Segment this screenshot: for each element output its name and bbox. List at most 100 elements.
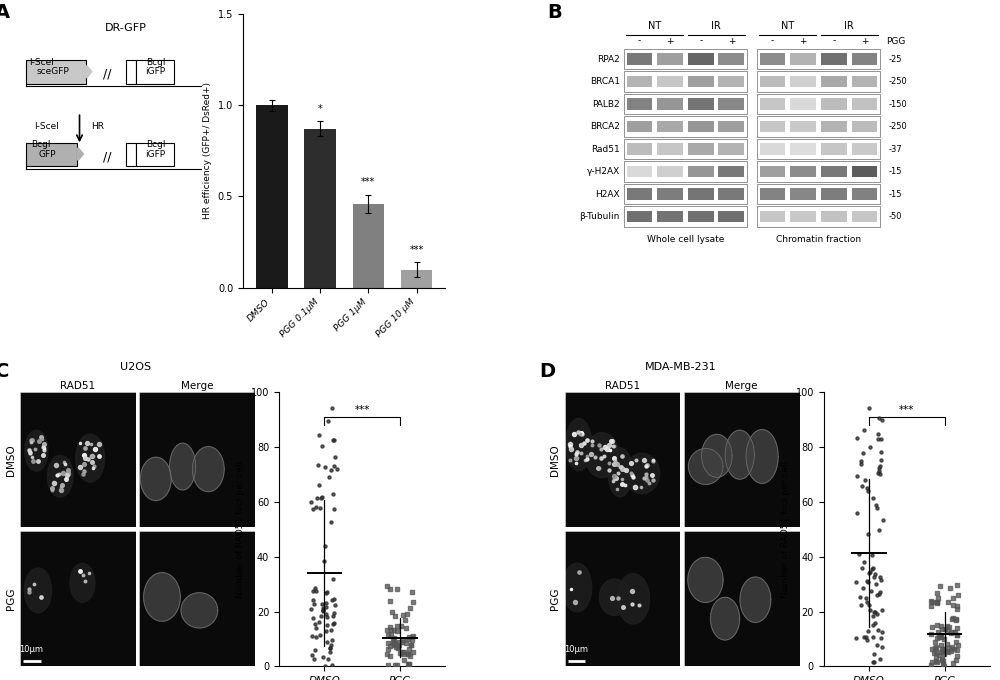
Text: GFP: GFP xyxy=(39,150,56,158)
Point xyxy=(312,629,328,640)
Point xyxy=(929,656,945,667)
Bar xyxy=(627,211,652,222)
Point xyxy=(308,502,324,513)
Point xyxy=(385,636,401,647)
Polygon shape xyxy=(585,432,619,477)
Point xyxy=(305,613,321,624)
Point xyxy=(307,583,323,594)
Bar xyxy=(852,211,877,222)
Point xyxy=(949,651,965,662)
Point xyxy=(322,643,338,653)
Point xyxy=(318,602,334,613)
Point xyxy=(872,571,888,582)
Point xyxy=(865,632,881,643)
Text: 10μm: 10μm xyxy=(564,645,588,654)
Point xyxy=(943,628,959,639)
Point xyxy=(948,654,964,665)
Bar xyxy=(760,99,785,110)
Bar xyxy=(821,166,847,177)
Bar xyxy=(790,121,816,133)
Point xyxy=(404,587,420,598)
Bar xyxy=(821,53,847,65)
Bar xyxy=(657,211,683,222)
Polygon shape xyxy=(617,574,650,624)
Polygon shape xyxy=(624,454,660,494)
Bar xyxy=(852,99,877,110)
Point xyxy=(873,455,889,466)
Bar xyxy=(304,129,336,288)
Bar xyxy=(624,139,747,159)
Point xyxy=(936,660,952,671)
Point xyxy=(929,632,945,643)
Point xyxy=(934,654,950,665)
Text: IR: IR xyxy=(711,22,721,31)
Point xyxy=(322,647,338,658)
Bar xyxy=(624,94,747,114)
Point xyxy=(306,653,322,664)
Point xyxy=(305,503,321,514)
Point xyxy=(848,632,864,643)
Point xyxy=(949,623,965,634)
Point xyxy=(329,464,345,475)
Point xyxy=(874,415,890,426)
Text: -: - xyxy=(638,37,641,46)
Y-axis label: PGG: PGG xyxy=(550,588,560,610)
Point xyxy=(933,647,949,658)
Point xyxy=(940,596,956,607)
Bar xyxy=(627,143,652,155)
Point xyxy=(872,461,888,472)
Bar xyxy=(790,143,816,155)
Point xyxy=(325,488,341,499)
Point xyxy=(380,637,396,648)
Point xyxy=(382,584,398,595)
Point xyxy=(313,610,329,621)
Point xyxy=(391,640,407,651)
Point xyxy=(318,588,334,598)
Point xyxy=(933,640,949,651)
Point xyxy=(303,603,319,614)
Point xyxy=(875,514,891,525)
Point xyxy=(945,600,961,611)
FancyBboxPatch shape xyxy=(126,143,136,166)
Point xyxy=(923,595,939,606)
Point xyxy=(868,499,884,510)
Point xyxy=(871,413,887,424)
Point xyxy=(382,641,398,651)
Point xyxy=(312,503,328,513)
Polygon shape xyxy=(599,579,630,615)
Point xyxy=(314,598,330,609)
Point xyxy=(865,611,881,622)
Point xyxy=(386,638,402,649)
Point xyxy=(937,624,953,634)
Point xyxy=(313,492,329,503)
Point xyxy=(306,598,322,609)
Bar xyxy=(821,188,847,200)
Bar xyxy=(353,204,384,288)
Point xyxy=(326,504,342,515)
Text: BRCA1: BRCA1 xyxy=(590,77,620,86)
Point xyxy=(931,632,947,643)
Point xyxy=(930,626,946,637)
Text: HR: HR xyxy=(91,122,104,131)
Point xyxy=(923,628,939,639)
Point xyxy=(311,430,327,441)
Text: -250: -250 xyxy=(888,122,907,131)
Point xyxy=(853,456,869,466)
Point xyxy=(949,630,965,641)
Point xyxy=(865,619,881,630)
Point xyxy=(321,471,337,482)
Point xyxy=(326,460,342,471)
Bar xyxy=(718,211,744,222)
Title: Merge: Merge xyxy=(181,381,213,391)
Text: 10μm: 10μm xyxy=(20,645,44,654)
Point xyxy=(945,593,961,604)
Bar xyxy=(688,76,714,88)
Point xyxy=(870,428,886,439)
Point xyxy=(924,597,940,608)
Bar xyxy=(688,121,714,133)
Text: -: - xyxy=(699,37,702,46)
Point xyxy=(872,469,888,479)
Bar xyxy=(657,99,683,110)
Point xyxy=(867,617,883,628)
Text: Rad51: Rad51 xyxy=(591,145,620,154)
